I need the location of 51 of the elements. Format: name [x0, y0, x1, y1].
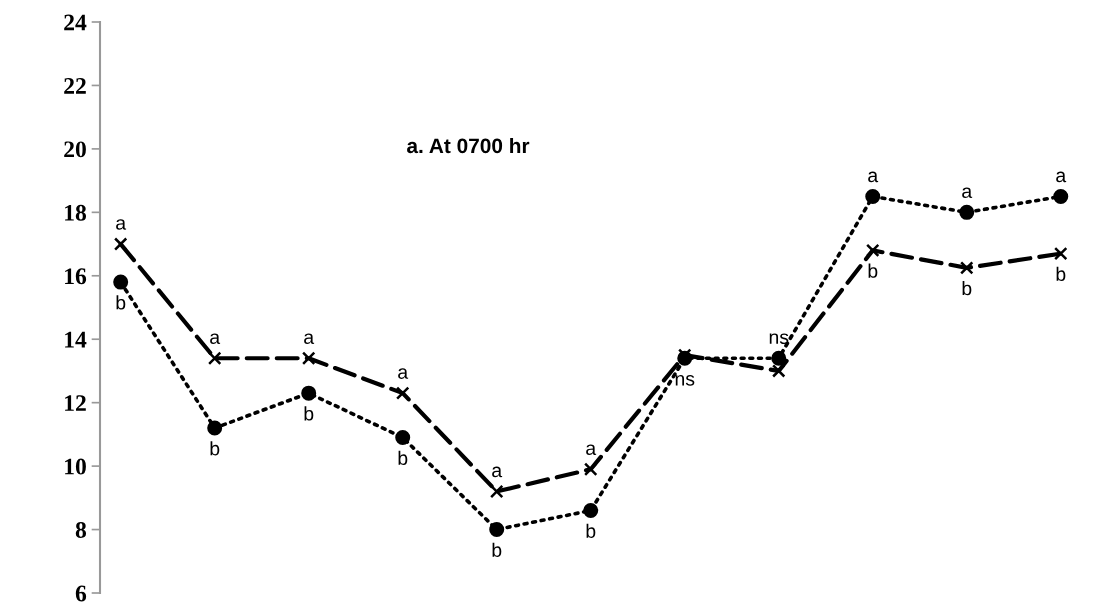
data-label: a — [1056, 171, 1067, 183]
data-label: a — [116, 219, 127, 230]
data-label: b — [210, 441, 220, 456]
point — [1053, 246, 1068, 261]
point — [113, 274, 129, 290]
point — [771, 350, 787, 366]
data-label: b — [586, 523, 596, 538]
data-label: b — [492, 542, 502, 557]
point — [959, 204, 975, 220]
data-label: a — [962, 187, 973, 199]
data-label: a — [210, 333, 221, 345]
data-label: ns — [769, 333, 789, 345]
data-label: b — [116, 295, 126, 310]
point — [959, 261, 974, 275]
data-label: a — [492, 466, 503, 478]
point — [207, 351, 222, 366]
point — [395, 430, 411, 446]
point — [865, 243, 880, 258]
data-label: a — [398, 368, 409, 379]
point — [395, 386, 410, 400]
y-tick-label: 14 — [65, 331, 87, 348]
data-label: a — [868, 171, 879, 183]
data-label: b — [304, 406, 314, 421]
data-label: ns — [675, 375, 695, 386]
y-tick-label: 6 — [75, 585, 87, 602]
data-label: b — [398, 450, 408, 465]
data-label: b — [868, 263, 878, 278]
point — [489, 522, 505, 538]
y-tick-label: 12 — [65, 395, 86, 411]
y-tick-label: 22 — [64, 78, 86, 94]
text: a. At 0700 hr — [407, 137, 530, 154]
y-tick-label: 10 — [65, 458, 86, 475]
data-label: b — [962, 281, 972, 296]
y-tick-label: 16 — [65, 268, 87, 285]
point — [207, 420, 223, 436]
point — [583, 462, 598, 477]
y-tick-label: 20 — [64, 141, 86, 158]
point — [771, 364, 786, 378]
point — [301, 385, 317, 401]
y-tick-label: 24 — [64, 14, 87, 31]
point — [1053, 188, 1069, 204]
data-label: a — [586, 444, 597, 456]
y-tick-label: 8 — [75, 522, 87, 538]
data-label: b — [1056, 266, 1066, 282]
point — [865, 188, 881, 204]
point — [583, 503, 599, 519]
data-label: a — [304, 333, 315, 345]
point — [113, 237, 128, 251]
point — [489, 484, 504, 499]
y-tick-label: 18 — [65, 204, 87, 221]
point — [301, 351, 316, 366]
